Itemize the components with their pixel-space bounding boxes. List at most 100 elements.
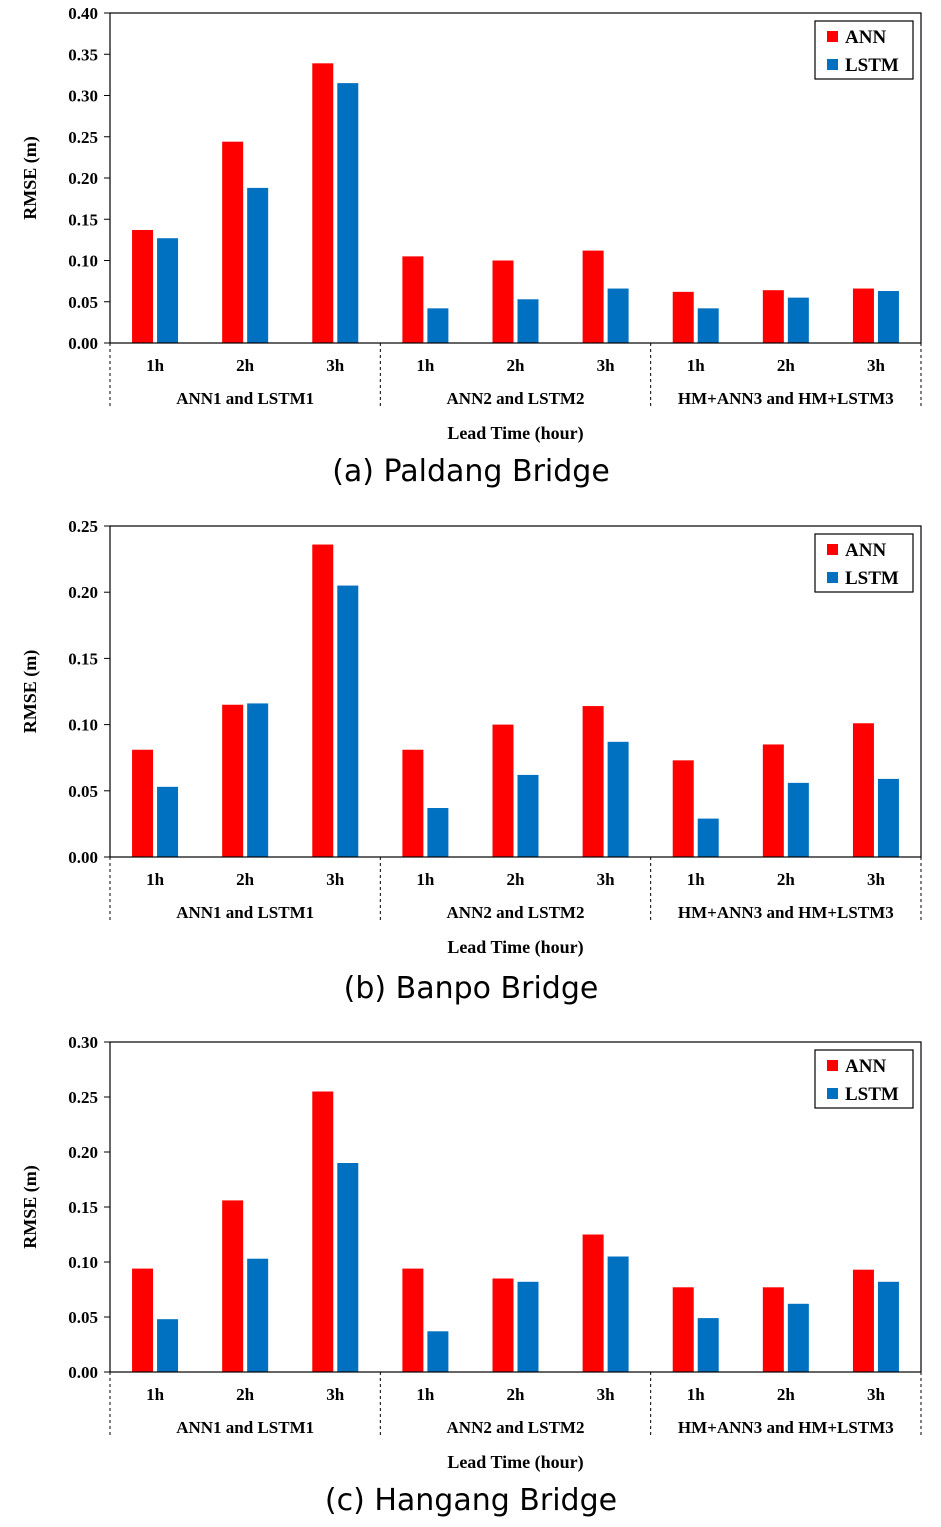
- y-axis-title: RMSE (m): [20, 136, 41, 220]
- x-axis-title: Lead Time (hour): [447, 423, 583, 444]
- bar-lstm-9: [877, 291, 899, 343]
- y-tick-label: 0.05: [68, 293, 98, 312]
- bar-lstm-1: [157, 238, 179, 343]
- bar-ann-3: [312, 544, 334, 857]
- x-tick-label: 3h: [867, 1385, 886, 1404]
- bar-lstm-6: [607, 1256, 629, 1372]
- y-tick-label: 0.10: [68, 716, 98, 735]
- bar-lstm-8: [787, 782, 809, 857]
- x-tick-label: 1h: [687, 1385, 706, 1404]
- plot-area: [109, 525, 922, 858]
- bar-ann-8: [762, 290, 784, 343]
- x-tick-label: 3h: [597, 1385, 616, 1404]
- y-tick-label: 0.35: [68, 45, 98, 64]
- y-tick-label: 0.00: [68, 334, 98, 353]
- bar-lstm-2: [247, 703, 269, 857]
- y-tick-label: 0.15: [68, 210, 98, 229]
- x-tick-label: 2h: [777, 1385, 796, 1404]
- bar-lstm-8: [787, 297, 809, 343]
- x-tick-label: 2h: [236, 356, 255, 375]
- y-tick-label: 0.30: [68, 1033, 98, 1052]
- legend-label-ann: ANN: [845, 540, 886, 561]
- bar-ann-2: [222, 141, 244, 343]
- y-tick-label: 0.25: [68, 517, 98, 536]
- bar-ann-9: [852, 288, 874, 343]
- bar-lstm-2: [247, 1258, 269, 1372]
- bar-ann-6: [582, 250, 604, 343]
- group-label: ANN2 and LSTM2: [447, 1418, 585, 1437]
- bar-ann-2: [222, 704, 244, 857]
- x-tick-label: 3h: [867, 356, 886, 375]
- x-tick-label: 2h: [507, 1385, 526, 1404]
- x-tick-label: 2h: [777, 356, 796, 375]
- x-tick-label: 1h: [416, 870, 435, 889]
- chart-caption: (b) Banpo Bridge: [344, 971, 599, 1006]
- bar-ann-7: [672, 760, 694, 857]
- bar-ann-1: [132, 749, 154, 857]
- chart-panel-2: 0.00 0.05 0.10 0.15 0.20 0.25 1h 2h 3h 1h 2h 3h 1h 2h…: [20, 517, 922, 1006]
- plot-area: [109, 12, 922, 344]
- chart-panel-3: 0.00 0.05 0.10 0.15 0.20 0.25 0.30 1h 2h 3h 1h 2h 3h…: [20, 1033, 922, 1518]
- x-tick-label: 2h: [507, 356, 526, 375]
- bar-lstm-9: [877, 1281, 899, 1372]
- legend-swatch-ann: [827, 544, 838, 555]
- bar-ann-5: [492, 260, 514, 343]
- y-tick-label: 0.40: [68, 4, 98, 23]
- bar-lstm-5: [517, 299, 539, 343]
- x-tick-label: 1h: [416, 356, 435, 375]
- bar-ann-1: [132, 229, 154, 343]
- bar-ann-3: [312, 63, 334, 343]
- bar-lstm-3: [337, 83, 359, 343]
- bar-ann-7: [672, 291, 694, 343]
- x-tick-label: 3h: [326, 356, 345, 375]
- bar-ann-4: [402, 256, 424, 343]
- x-axis-title: Lead Time (hour): [447, 1452, 583, 1473]
- legend-label-ann: ANN: [845, 1056, 886, 1077]
- chart-caption: (c) Hangang Bridge: [325, 1483, 617, 1518]
- x-tick-label: 3h: [597, 356, 616, 375]
- group-label: HM+ANN3 and HM+LSTM3: [678, 389, 894, 408]
- bar-lstm-4: [427, 1331, 449, 1372]
- bar-lstm-3: [337, 1163, 359, 1372]
- y-tick-label: 0.30: [68, 87, 98, 106]
- bar-lstm-8: [787, 1303, 809, 1372]
- bar-lstm-7: [697, 308, 719, 343]
- legend-swatch-ann: [827, 1060, 838, 1071]
- bar-ann-1: [132, 1268, 154, 1372]
- x-tick-label: 1h: [416, 1385, 435, 1404]
- legend-swatch-ann: [827, 31, 838, 42]
- x-tick-label: 1h: [687, 870, 706, 889]
- bar-lstm-6: [607, 741, 629, 857]
- legend-label-ann: ANN: [845, 27, 886, 48]
- y-tick-label: 0.20: [68, 1143, 98, 1162]
- group-label: ANN1 and LSTM1: [176, 903, 314, 922]
- y-axis-title: RMSE (m): [20, 1165, 41, 1249]
- bar-lstm-3: [337, 585, 359, 857]
- legend-label-lstm: LSTM: [845, 568, 899, 589]
- x-tick-label: 1h: [687, 356, 706, 375]
- bar-lstm-1: [157, 1319, 179, 1372]
- x-tick-label: 3h: [867, 870, 886, 889]
- x-tick-label: 1h: [146, 356, 165, 375]
- legend-swatch-lstm: [827, 1088, 838, 1099]
- group-label: ANN2 and LSTM2: [447, 903, 585, 922]
- x-tick-label: 3h: [326, 1385, 345, 1404]
- chart-caption: (a) Paldang Bridge: [332, 454, 610, 489]
- y-tick-label: 0.15: [68, 649, 98, 668]
- y-tick-label: 0.00: [68, 1363, 98, 1382]
- group-label: ANN1 and LSTM1: [176, 389, 314, 408]
- bar-ann-5: [492, 1278, 514, 1372]
- bar-lstm-7: [697, 1318, 719, 1372]
- legend-label-lstm: LSTM: [845, 55, 899, 76]
- group-label: ANN2 and LSTM2: [447, 389, 585, 408]
- x-tick-label: 3h: [326, 870, 345, 889]
- y-tick-label: 0.20: [68, 583, 98, 602]
- bar-ann-8: [762, 1287, 784, 1372]
- bar-ann-6: [582, 1234, 604, 1372]
- y-tick-label: 0.25: [68, 128, 98, 147]
- bar-lstm-4: [427, 808, 449, 857]
- x-tick-label: 1h: [146, 1385, 165, 1404]
- bar-ann-8: [762, 744, 784, 857]
- bar-lstm-9: [877, 778, 899, 857]
